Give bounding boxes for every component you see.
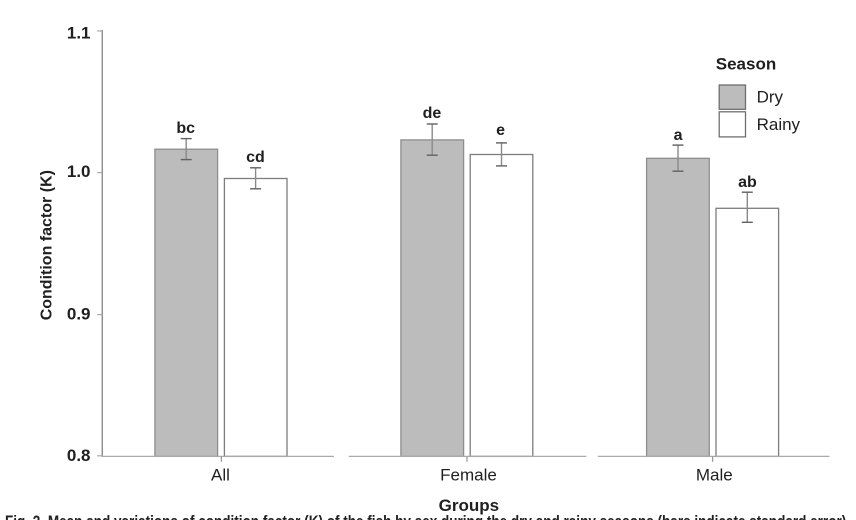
svg-text:0.8: 0.8 — [67, 446, 91, 465]
svg-text:0.9: 0.9 — [67, 305, 91, 324]
svg-text:1.0: 1.0 — [67, 162, 91, 181]
svg-text:e: e — [496, 122, 505, 139]
svg-text:Female: Female — [440, 466, 497, 485]
svg-text:All: All — [211, 466, 230, 485]
svg-text:Groups: Groups — [439, 496, 499, 515]
svg-text:1.1: 1.1 — [67, 24, 91, 43]
svg-text:bc: bc — [176, 120, 195, 137]
svg-text:Male: Male — [696, 466, 733, 485]
svg-text:cd: cd — [246, 149, 265, 166]
svg-text:Condition factor (K): Condition factor (K) — [38, 170, 55, 320]
svg-text:Season: Season — [716, 55, 776, 74]
svg-text:de: de — [423, 105, 442, 122]
svg-text:Rainy: Rainy — [757, 115, 801, 134]
svg-text:ab: ab — [738, 174, 757, 191]
svg-text:a: a — [674, 127, 683, 144]
svg-text:Fig. 2. Mean and variations of: Fig. 2. Mean and variations of condition… — [5, 512, 850, 520]
svg-text:Dry: Dry — [757, 88, 784, 107]
